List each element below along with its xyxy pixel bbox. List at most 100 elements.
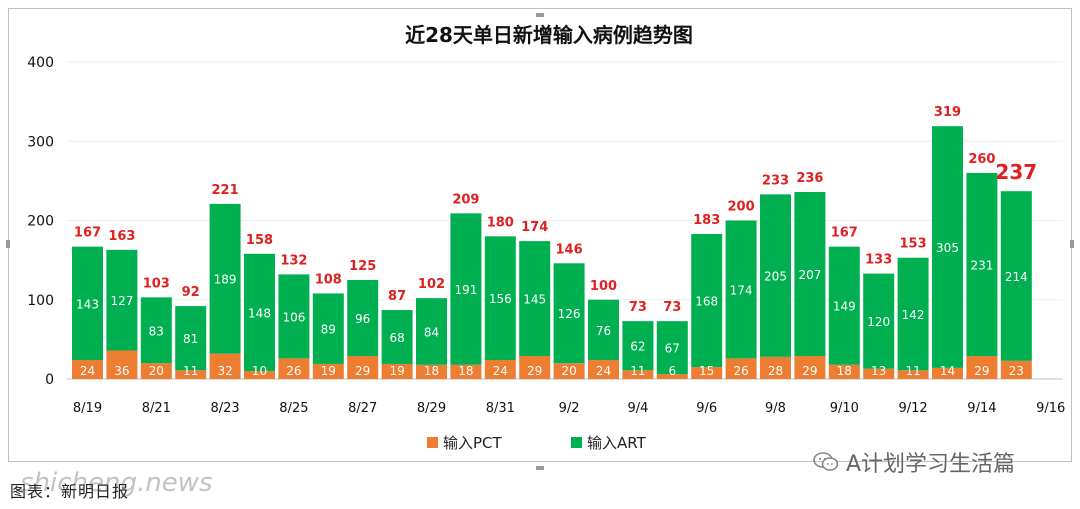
data-label-pct: 32	[217, 364, 232, 378]
data-label-pct: 18	[837, 364, 852, 378]
bar-art	[553, 263, 585, 364]
resize-handle-right[interactable]	[1068, 233, 1076, 248]
bar-art	[450, 213, 482, 365]
resize-handle-bottom[interactable]	[536, 457, 544, 470]
bar-art	[347, 279, 379, 357]
data-label-art: 62	[630, 340, 645, 354]
data-label-total: 87	[388, 289, 406, 304]
data-label-art: 174	[730, 283, 753, 297]
data-label-art: 214	[1005, 270, 1028, 284]
bar-art	[691, 233, 723, 368]
data-label-pct: 26	[733, 364, 748, 378]
data-label-art: 148	[248, 306, 271, 320]
data-label-pct: 10	[252, 364, 267, 378]
data-label-total: 260	[968, 152, 995, 167]
data-label-pct: 15	[699, 364, 714, 378]
data-label-total: 174	[521, 220, 548, 235]
data-label-art: 189	[214, 273, 237, 287]
legend-label-pct: 输入PCT	[443, 434, 503, 452]
bar-pct	[1000, 360, 1032, 379]
data-label-total: 167	[831, 226, 858, 241]
bar-art	[725, 220, 757, 359]
data-label-art: 67	[665, 342, 680, 356]
data-label-total: 133	[865, 253, 892, 268]
x-tick-label: 9/14	[967, 401, 996, 416]
wechat-icon	[812, 451, 840, 473]
x-tick-label: 8/25	[279, 401, 308, 416]
data-label-art: 156	[489, 292, 512, 306]
data-label-total: 183	[693, 213, 720, 228]
legend-label-art: 输入ART	[587, 434, 647, 452]
bar-art	[278, 274, 310, 359]
data-label-total: 92	[182, 285, 200, 300]
data-label-pct: 11	[183, 364, 198, 378]
data-label-pct: 28	[768, 364, 783, 378]
bar-art	[966, 172, 998, 357]
data-label-pct: 18	[458, 364, 473, 378]
data-label-pct: 29	[355, 364, 370, 378]
bar-pct	[828, 364, 860, 379]
bar-pct	[347, 356, 379, 379]
resize-handle-left[interactable]	[4, 233, 12, 248]
bar-art	[656, 321, 688, 375]
bar-art	[760, 194, 791, 357]
data-label-art: 120	[867, 315, 890, 329]
chart-title: 近28天单日新增输入病例趋势图	[405, 23, 693, 47]
data-label-art: 96	[355, 312, 370, 326]
bar-art	[863, 273, 895, 369]
brand-label: A计划学习生活篇	[812, 446, 1015, 478]
data-label-total: 167	[74, 226, 101, 241]
data-label-art: 89	[321, 323, 336, 337]
bar-pct	[416, 364, 447, 379]
bar-pct	[140, 363, 172, 379]
x-tick-label: 8/29	[417, 401, 446, 416]
data-label-pct: 24	[596, 364, 611, 378]
data-label-art: 81	[183, 332, 198, 346]
bar-pct	[691, 367, 723, 379]
bar-art	[416, 298, 447, 365]
stacked-bar-chart: 近28天单日新增输入病例趋势图 0 100 200 300 400 24 143 167 36 12…	[27, 23, 1065, 452]
data-label-total: 100	[590, 279, 617, 294]
data-label-pct: 14	[940, 364, 955, 378]
x-tick-label: 8/23	[210, 401, 239, 416]
bar-art	[794, 191, 826, 357]
bar-art	[932, 126, 963, 368]
bar-art	[588, 299, 619, 360]
data-label-total: 221	[212, 183, 239, 198]
data-label-total: 180	[487, 215, 514, 230]
bar-pct	[966, 356, 998, 379]
source-caption: 图表：新明日报	[10, 482, 130, 501]
data-label-total: 237	[995, 160, 1037, 184]
data-label-pct: 29	[527, 364, 542, 378]
data-label-pct: 20	[561, 364, 576, 378]
data-label-art: 168	[695, 295, 718, 309]
data-label-art: 84	[424, 325, 439, 339]
legend-swatch-pct	[427, 437, 438, 448]
bar-art	[140, 297, 172, 364]
data-label-pct: 26	[286, 364, 301, 378]
bar-pct	[450, 364, 482, 379]
data-label-art: 68	[389, 331, 404, 345]
bar-pct	[381, 363, 413, 379]
y-tick-label: 400	[27, 55, 54, 71]
x-tick-label: 9/10	[830, 401, 859, 416]
x-tick-label: 9/12	[898, 401, 927, 416]
bar-art	[484, 236, 516, 360]
bar-art	[381, 310, 413, 364]
data-label-total: 132	[280, 253, 307, 268]
data-label-art: 127	[110, 294, 133, 308]
data-label-total: 209	[452, 192, 479, 207]
bar-art	[312, 293, 344, 364]
x-tick-label: 8/19	[73, 401, 102, 416]
resize-handle-top[interactable]	[536, 4, 544, 17]
bar-pct	[588, 359, 619, 379]
bar-pct	[553, 363, 585, 379]
bar-pct	[209, 353, 241, 379]
data-label-art: 126	[558, 307, 581, 321]
x-tick-label: 9/2	[559, 401, 580, 416]
data-label-art: 305	[936, 241, 959, 255]
bar-pct	[278, 358, 310, 379]
data-label-pct: 6	[668, 364, 676, 378]
x-tick-label: 9/16	[1036, 401, 1065, 416]
bar-art	[1000, 191, 1032, 361]
